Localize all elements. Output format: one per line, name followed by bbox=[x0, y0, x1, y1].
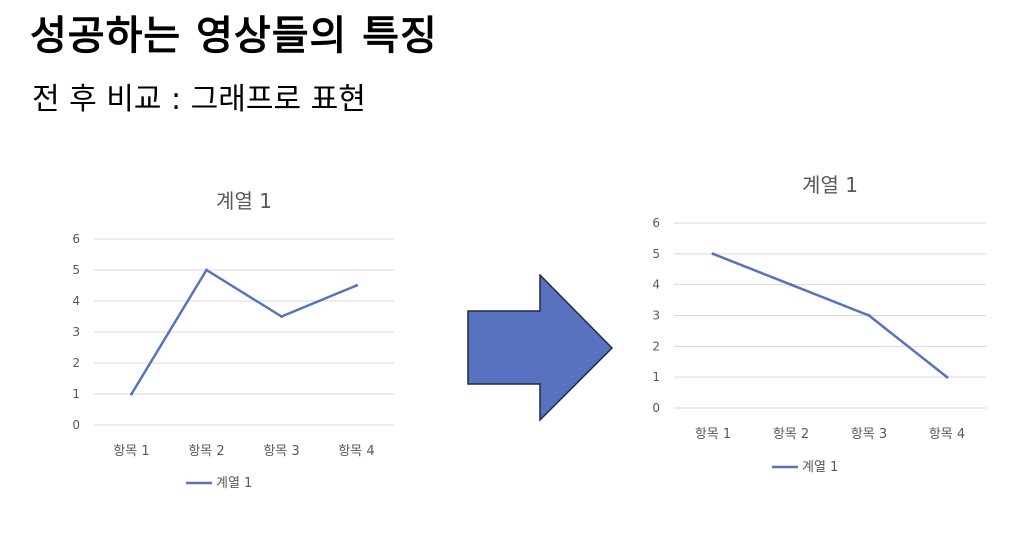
before-chart: 계열 1 0 1 2 3 4 5 6 항목 1 항목 2 항목 3 항목 4 계열 1 bbox=[72, 189, 394, 491]
after-chart: 계열 1 0 1 2 3 4 5 6 항목 1 항목 2 항목 3 항목 4 계열 1 bbox=[652, 173, 986, 475]
y-tick-label: 1 bbox=[72, 387, 80, 401]
right-arrow-icon bbox=[467, 274, 614, 422]
chart-title: 계열 1 bbox=[216, 189, 272, 213]
series-line bbox=[712, 252, 948, 379]
page-subtitle: 전 후 비교 : 그래프로 표현 bbox=[32, 82, 366, 117]
y-tick-label: 1 bbox=[652, 370, 660, 384]
data-point bbox=[130, 392, 133, 396]
data-point bbox=[205, 268, 208, 272]
x-tick-label: 항목 2 bbox=[773, 427, 809, 442]
y-tick-label: 3 bbox=[652, 309, 660, 323]
data-point bbox=[711, 252, 715, 256]
y-tick-label: 5 bbox=[72, 263, 80, 277]
x-tick-label: 항목 1 bbox=[695, 427, 731, 442]
data-point bbox=[355, 284, 358, 287]
y-tick-label: 2 bbox=[72, 356, 80, 370]
data-point bbox=[867, 314, 871, 317]
series-line bbox=[130, 268, 357, 395]
page-title: 성공하는 영상들의 특징 bbox=[30, 13, 438, 59]
y-tick-label: 6 bbox=[72, 232, 80, 246]
y-tick-label: 6 bbox=[652, 216, 660, 230]
y-tick-label: 0 bbox=[72, 418, 80, 432]
chart-title: 계열 1 bbox=[802, 173, 858, 197]
x-tick-label: 항목 4 bbox=[929, 427, 965, 442]
x-tick-label: 항목 2 bbox=[188, 444, 224, 459]
data-point bbox=[280, 315, 283, 318]
y-tick-label: 5 bbox=[652, 247, 660, 261]
y-tick-label: 4 bbox=[72, 294, 80, 308]
data-point bbox=[945, 375, 949, 379]
x-tick-label: 항목 1 bbox=[113, 444, 149, 459]
data-point bbox=[789, 283, 793, 287]
x-tick-label: 항목 4 bbox=[338, 444, 374, 459]
legend-entry: 계열 1 bbox=[216, 476, 252, 491]
y-tick-label: 2 bbox=[652, 339, 660, 353]
x-tick-label: 항목 3 bbox=[263, 444, 299, 459]
legend-entry: 계열 1 bbox=[802, 460, 838, 475]
x-tick-label: 항목 3 bbox=[851, 427, 887, 442]
y-tick-label: 3 bbox=[72, 325, 80, 339]
y-tick-label: 0 bbox=[652, 401, 660, 415]
y-tick-label: 4 bbox=[652, 278, 660, 292]
